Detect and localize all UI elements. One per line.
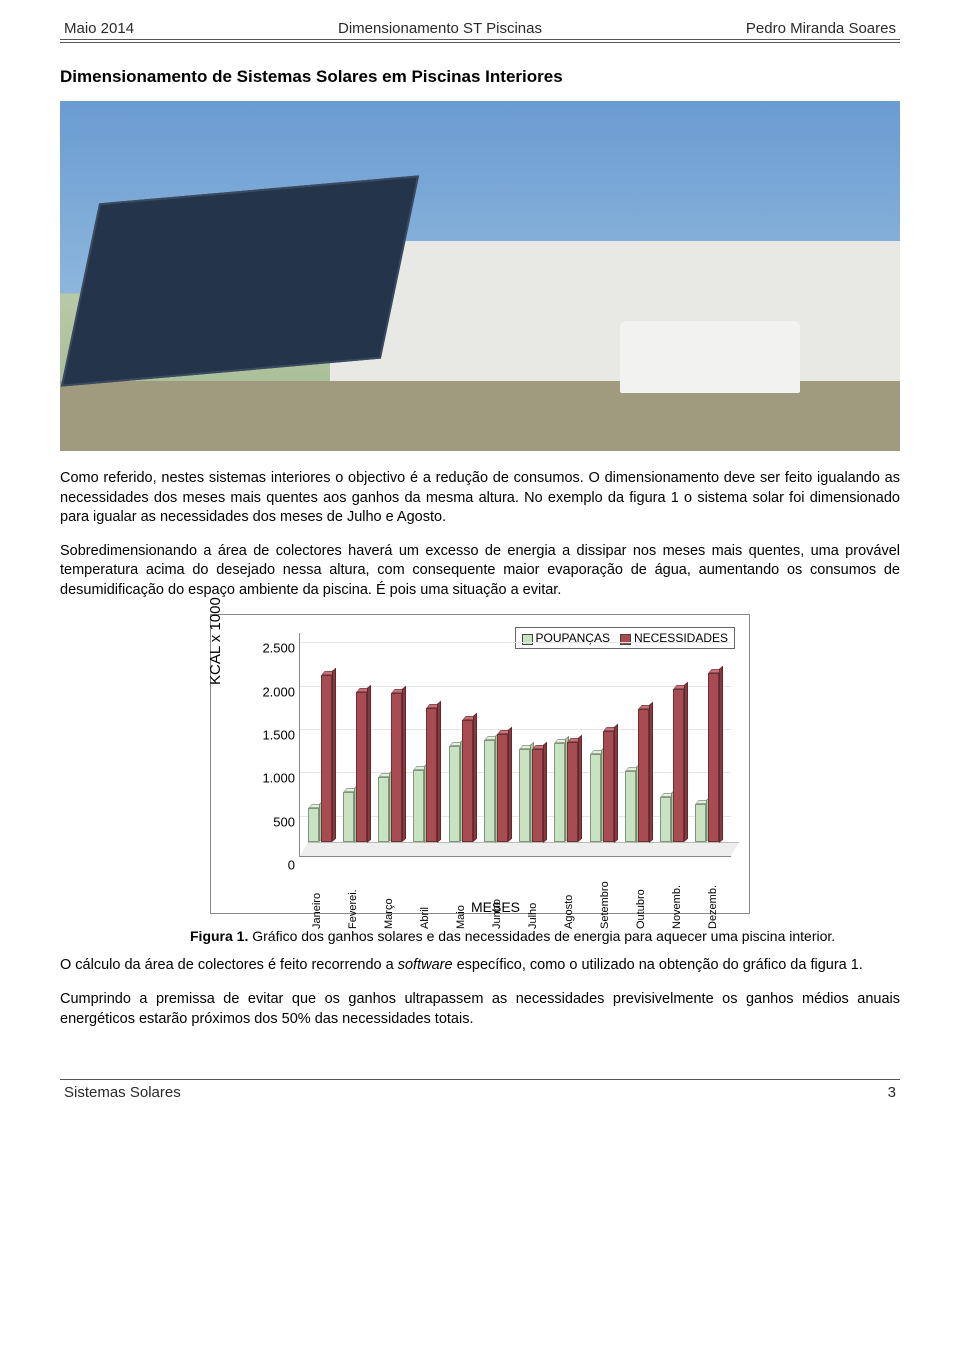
month-group (554, 742, 582, 842)
header-left: Maio 2014 (64, 20, 134, 37)
photo-solar-installation (60, 101, 900, 451)
bar (497, 734, 508, 842)
month-group (484, 734, 512, 842)
bar (449, 746, 460, 842)
bar (660, 797, 671, 843)
month-group (343, 692, 371, 843)
figure-label: Figura 1. (190, 928, 248, 944)
footer-page-number: 3 (888, 1084, 896, 1101)
bar (638, 709, 649, 843)
month-group (519, 749, 547, 843)
month-group (308, 675, 336, 842)
paragraph-4: Cumprindo a premissa de evitar que os ga… (60, 990, 900, 1029)
figure-1-caption: Figura 1. Gráfico dos ganhos solares e d… (190, 928, 900, 944)
bar (426, 708, 437, 843)
chart-plot-area (299, 633, 731, 857)
document-title: Dimensionamento de Sistemas Solares em P… (60, 67, 900, 87)
month-group (660, 689, 688, 842)
y-tick-label: 2.000 (251, 684, 295, 699)
x-tick-label: Maio (455, 901, 467, 929)
x-tick-label: Setembro (599, 901, 611, 929)
x-tick-label: Março (383, 901, 395, 929)
bar (484, 740, 495, 843)
x-tick-label: Outubro (635, 901, 647, 929)
bar (462, 720, 473, 842)
bar (625, 771, 636, 843)
figure-1-chart: KCAL x 1000 POUPANÇAS NECESSIDADES 05001… (210, 614, 750, 914)
software-term: software (398, 957, 453, 973)
month-group (695, 673, 723, 843)
chart-x-axis-label: MESES (471, 899, 520, 915)
bar (308, 808, 319, 842)
header-center: Dimensionamento ST Piscinas (338, 20, 542, 37)
bar (321, 675, 332, 842)
bar (554, 743, 565, 842)
x-tick-label: Feverei. (347, 901, 359, 929)
x-tick-label: Abril (419, 901, 431, 929)
header-rule (60, 42, 900, 43)
bar (603, 731, 614, 843)
month-group (413, 708, 441, 843)
page-footer: Sistemas Solares 3 (60, 1080, 900, 1101)
y-tick-label: 2.500 (251, 641, 295, 656)
x-tick-label: Dezemb. (707, 901, 719, 929)
page-header: Maio 2014 Dimensionamento ST Piscinas Pe… (60, 20, 900, 40)
bar (343, 792, 354, 843)
paragraph-3: O cálculo da área de colectores é feito … (60, 956, 900, 976)
bar (708, 673, 719, 843)
y-tick-label: 1.000 (251, 771, 295, 786)
header-right: Pedro Miranda Soares (746, 20, 896, 37)
month-group (590, 731, 618, 843)
month-group (378, 693, 406, 842)
footer-left: Sistemas Solares (64, 1084, 181, 1101)
chart-y-axis-label: KCAL x 1000 (207, 598, 224, 686)
chart-3d-floor (300, 842, 739, 856)
y-tick-label: 500 (251, 814, 295, 829)
bar (519, 749, 530, 843)
x-tick-label: Novemb. (671, 901, 683, 929)
bar (391, 693, 402, 842)
document-page: Maio 2014 Dimensionamento ST Piscinas Pe… (0, 0, 960, 1131)
month-group (625, 709, 653, 843)
paragraph-2: Sobredimensionando a área de colectores … (60, 542, 900, 601)
bar (378, 777, 389, 842)
x-tick-label: Agosto (563, 901, 575, 929)
bar (356, 692, 367, 843)
y-tick-label: 0 (251, 858, 295, 873)
paragraph-1: Como referido, nestes sistemas interiore… (60, 469, 900, 528)
bar (590, 754, 601, 842)
bar (673, 689, 684, 842)
bar (567, 742, 578, 842)
month-group (449, 720, 477, 842)
x-tick-label: Julho (527, 901, 539, 929)
bar (413, 770, 424, 843)
x-tick-label: Janeiro (311, 901, 323, 929)
figure-caption-text: Gráfico dos ganhos solares e das necessi… (248, 928, 835, 944)
y-tick-label: 1.500 (251, 728, 295, 743)
bar (532, 749, 543, 843)
bar (695, 804, 706, 842)
chart-bars (300, 633, 731, 842)
